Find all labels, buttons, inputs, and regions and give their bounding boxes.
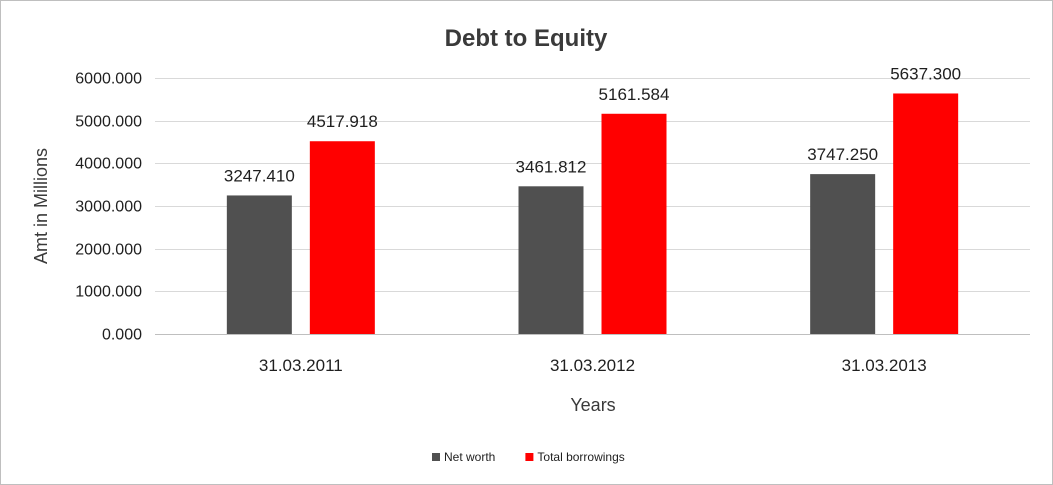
- data-label: 5637.300: [890, 64, 961, 83]
- x-tick-label: 31.03.2011: [259, 356, 343, 375]
- legend-item-net-worth: Net worth: [432, 450, 495, 464]
- y-tick-label: 0.000: [102, 327, 142, 344]
- chart-title: Debt to Equity: [445, 25, 608, 52]
- data-label: 3747.250: [807, 145, 878, 164]
- data-labels: 3247.410 4517.918 3461.812 5161.584 3747.250…: [224, 64, 961, 185]
- data-label: 4517.918: [307, 112, 378, 131]
- bar-total-borrowings: [601, 113, 667, 334]
- legend: Net worth Total borrowings: [432, 450, 625, 464]
- data-label: 3461.812: [516, 157, 587, 176]
- y-tick-label: 6000.000: [75, 71, 142, 88]
- y-tick-label: 4000.000: [75, 156, 142, 173]
- x-axis-title: Years: [570, 395, 615, 415]
- bar-total-borrowings: [309, 141, 375, 334]
- bar-net-worth: [810, 174, 876, 334]
- y-tick-label: 5000.000: [75, 114, 142, 131]
- bars: [226, 93, 959, 335]
- bar-net-worth: [226, 195, 292, 334]
- data-label: 3247.410: [224, 166, 295, 185]
- legend-label: Total borrowings: [537, 450, 624, 464]
- legend-swatch: [432, 453, 440, 461]
- x-tick-label: 31.03.2013: [842, 356, 927, 375]
- legend-item-total-borrowings: Total borrowings: [525, 450, 625, 464]
- bar-net-worth: [518, 186, 584, 334]
- x-axis-tick-labels: 31.03.2011 31.03.2012 31.03.2013: [259, 356, 927, 375]
- y-axis-tick-labels: 0.000 1000.000 2000.000 3000.000 4000.000 500…: [75, 71, 142, 344]
- legend-label: Net worth: [444, 450, 495, 464]
- x-tick-label: 31.03.2012: [550, 356, 635, 375]
- y-tick-label: 1000.000: [75, 284, 142, 301]
- y-axis-title: Amt in Millions: [31, 148, 51, 264]
- bar-total-borrowings: [893, 93, 959, 335]
- y-tick-label: 3000.000: [75, 199, 142, 216]
- data-label: 5161.584: [599, 85, 670, 104]
- legend-swatch: [525, 453, 534, 461]
- y-tick-label: 2000.000: [75, 242, 142, 259]
- gridlines: [155, 78, 1030, 335]
